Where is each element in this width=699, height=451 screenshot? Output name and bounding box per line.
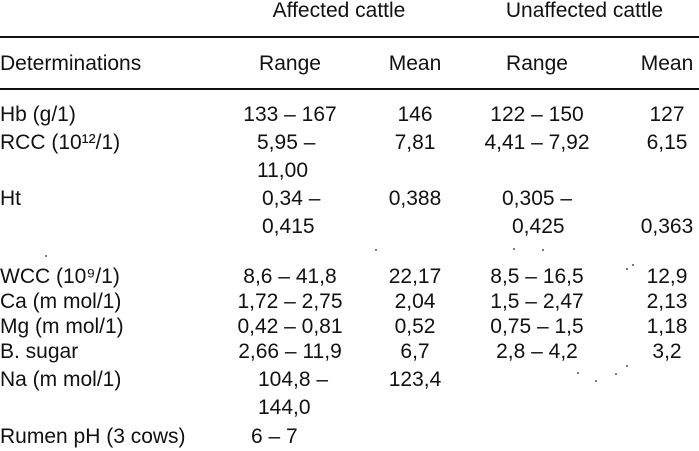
cell-ht-affected-mean: 0,388 (388, 187, 442, 210)
cell-mg-unaffected-mean: 1,18 (646, 315, 688, 338)
cell-blood-sugar-unaffected-range: 2,8 – 4,2 (496, 340, 578, 363)
cell-mg-affected-mean: 0,52 (394, 315, 436, 338)
cell-mg-affected-range: 0,42 – 0,81 (237, 315, 343, 338)
cell-wcc-affected-range: 8,6 – 41,8 (243, 265, 337, 288)
cell-rcc-affected-range-line2: 11,00 (257, 159, 308, 182)
cell-ca-unaffected-mean: 2,13 (646, 290, 688, 313)
row-label-blood-sugar: B. sugar (0, 340, 79, 363)
col-header-unaffected-range: Range (506, 52, 568, 75)
cell-ht-unaffected-range-line1: 0,305 – (502, 187, 573, 210)
scan-speck (542, 249, 544, 251)
cell-rcc-affected-range-line1: 5,95 – (257, 131, 316, 154)
cell-ht-affected-range-line1: 0,34 – (262, 187, 321, 210)
row-label-hb: Hb (g/1) (0, 103, 76, 126)
col-header-determinations: Determinations (0, 52, 142, 75)
cell-wcc-affected-mean: 22,17 (388, 265, 442, 288)
cell-hb-affected-range: 133 – 167 (243, 103, 337, 126)
row-label-ht: Ht (0, 187, 21, 210)
cell-mg-unaffected-range: 0,75 – 1,5 (490, 315, 584, 338)
cell-ca-unaffected-range: 1,5 – 2,47 (490, 290, 584, 313)
cell-rumen-ph-affected-range: 6 – 7 (251, 425, 298, 448)
row-label-wcc: WCC (10⁹/1) (0, 265, 120, 288)
cell-rcc-unaffected-range: 4,41 – 7,92 (484, 131, 590, 154)
scan-speck (577, 372, 579, 374)
col-header-affected-range: Range (259, 52, 321, 75)
col-header-affected-mean: Mean (388, 52, 442, 75)
row-label-mg: Mg (m mol/1) (0, 315, 124, 338)
cell-wcc-unaffected-range: 8,5 – 16,5 (490, 265, 584, 288)
cell-na-affected-range-line2: 144,0 (258, 396, 311, 419)
row-label-na: Na (m mol/1) (0, 368, 122, 391)
cell-hb-affected-mean: 146 (397, 103, 433, 126)
cell-ca-affected-mean: 2,04 (394, 290, 436, 313)
cell-rcc-unaffected-mean: 6,15 (646, 131, 688, 154)
row-label-rumen-ph: Rumen pH (3 cows) (0, 425, 186, 448)
cell-ht-affected-range-line2: 0,415 (262, 215, 315, 238)
scan-speck (595, 380, 597, 382)
header-bottom-rule (0, 88, 699, 90)
scan-speck (45, 255, 47, 257)
row-label-ca: Ca (m mol/1) (0, 290, 122, 313)
cell-hb-unaffected-mean: 127 (649, 103, 685, 126)
cell-blood-sugar-affected-mean: 6,7 (400, 340, 430, 363)
scan-speck (626, 268, 628, 270)
row-label-rcc: RCC (10¹²/1) (0, 131, 121, 154)
cell-blood-sugar-affected-range: 2,66 – 11,9 (238, 340, 342, 363)
scan-speck (513, 248, 515, 250)
header-top-rule (0, 36, 699, 38)
cell-blood-sugar-unaffected-mean: 3,2 (652, 340, 682, 363)
scan-speck (632, 264, 634, 266)
cell-na-affected-mean: 123,4 (388, 368, 442, 391)
group-header-unaffected: Unaffected cattle (505, 0, 664, 22)
scan-speck (615, 373, 617, 375)
cell-wcc-unaffected-mean: 12,9 (646, 265, 688, 288)
col-header-unaffected-mean: Mean (640, 52, 694, 75)
cell-na-affected-range-line1: 104,8 – (258, 368, 329, 391)
cell-ht-unaffected-range-line2: 0,425 (512, 215, 565, 238)
scan-speck (626, 365, 628, 367)
cell-rcc-affected-mean: 7,81 (394, 131, 436, 154)
cell-hb-unaffected-range: 122 – 150 (490, 103, 584, 126)
cell-ca-affected-range: 1,72 – 2,75 (237, 290, 343, 313)
group-header-affected: Affected cattle (272, 0, 406, 22)
cell-ht-unaffected-mean: 0,363 (640, 215, 694, 238)
scan-speck (375, 249, 377, 251)
